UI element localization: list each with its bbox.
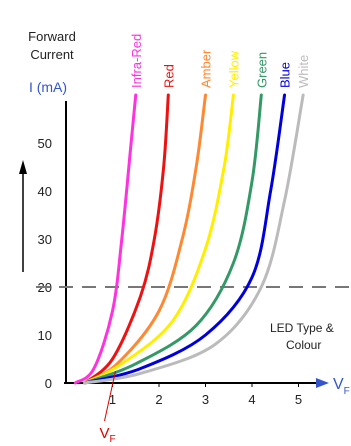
series-line-red	[83, 93, 170, 385]
y-axis-unit: I (mA)	[29, 79, 67, 95]
x-tick-label: 3	[202, 392, 209, 407]
vf-marker-line	[104, 370, 116, 422]
x-tick-label: 5	[295, 392, 302, 407]
x-tick-label: 2	[155, 392, 162, 407]
annotation-line2: Colour	[286, 338, 321, 352]
vf-marker-label: VF	[100, 425, 116, 445]
series-label-blue: Blue	[278, 62, 293, 88]
series-line-green	[83, 93, 263, 385]
y-tick-label: 40	[38, 184, 52, 199]
series-line-blue	[83, 93, 287, 385]
y-tick-label: 30	[38, 232, 52, 247]
x-axis-label: VF	[333, 376, 350, 397]
up-arrow-icon	[19, 160, 27, 272]
y-tick-label: 50	[38, 136, 52, 151]
series-label-amber: Amber	[199, 49, 214, 88]
series-line-white	[83, 93, 305, 385]
y-axis-title-line2: Current	[30, 47, 74, 62]
series-line-infra-red	[73, 93, 138, 385]
series-line-amber	[83, 93, 207, 385]
y-tick-label: 10	[38, 328, 52, 343]
y-axis-title-line1: Forward	[28, 29, 76, 44]
y-tick-label: 0	[45, 376, 52, 391]
series-label-white: White	[296, 55, 311, 88]
x-tick-label: 4	[248, 392, 255, 407]
annotation-line1: LED Type &	[270, 321, 334, 335]
series-label-green: Green	[254, 52, 269, 88]
series-line-yellow	[83, 93, 235, 385]
series-label-red: Red	[161, 64, 176, 88]
series-label-yellow: Yellow	[226, 50, 241, 88]
series-label-infra-red: Infra-Red	[129, 34, 144, 88]
x-tick-label: 1	[109, 392, 116, 407]
x-axis-arrow-icon	[316, 378, 329, 388]
